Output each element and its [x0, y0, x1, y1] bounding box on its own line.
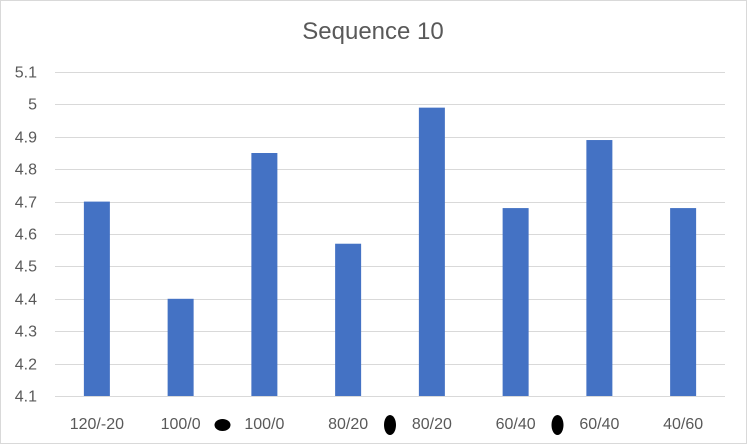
oval-marker: [551, 415, 564, 435]
bar: [502, 208, 529, 396]
y-tick-label: 4.3: [15, 324, 37, 341]
oval-marker: [214, 419, 231, 431]
bar: [251, 153, 278, 396]
gridlines: [55, 72, 725, 397]
annotation-markers: [214, 415, 564, 435]
y-tick-label: 4.8: [15, 162, 37, 179]
bar: [335, 243, 362, 396]
x-axis-ticks: 120/-20 100/0 100/0 80/20 80/20 60/40 60/40 40/…: [70, 416, 704, 433]
bar: [83, 201, 110, 396]
x-tick-label: 80/20: [412, 416, 452, 433]
y-axis-ticks: 4.1 4.2 4.3 4.4 4.5 4.6 4.7 4.8 4.9 5 5.1: [15, 65, 37, 406]
bar: [167, 298, 194, 396]
y-tick-label: 4.7: [15, 195, 37, 212]
bars: [83, 107, 697, 396]
x-tick-label: 80/20: [328, 416, 368, 433]
y-tick-label: 4.6: [15, 227, 37, 244]
y-tick-label: 4.1: [15, 389, 37, 406]
bar: [586, 140, 613, 396]
y-tick-label: 4.4: [15, 292, 37, 309]
y-tick-label: 5: [28, 97, 37, 114]
x-tick-label: 100/0: [244, 416, 284, 433]
bar: [670, 208, 697, 396]
y-tick-label: 4.5: [15, 259, 37, 276]
x-tick-label: 120/-20: [70, 416, 124, 433]
y-tick-label: 5.1: [15, 65, 37, 82]
x-tick-label: 40/60: [663, 416, 703, 433]
y-tick-label: 4.2: [15, 357, 37, 374]
x-tick-label: 100/0: [161, 416, 201, 433]
x-tick-label: 60/40: [496, 416, 536, 433]
oval-marker: [384, 415, 396, 435]
bar: [418, 107, 445, 396]
y-tick-label: 4.9: [15, 130, 37, 147]
x-tick-label: 60/40: [579, 416, 619, 433]
chart-title: Sequence 10: [302, 18, 443, 45]
